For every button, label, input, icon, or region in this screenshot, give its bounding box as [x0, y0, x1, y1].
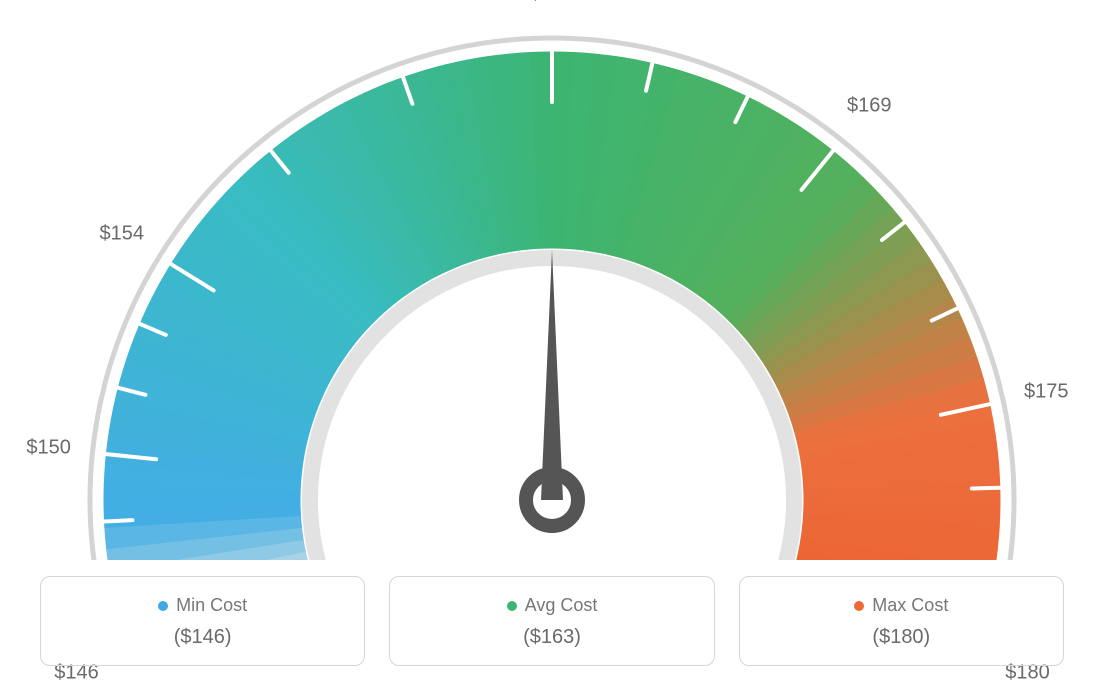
gauge-chart: $146$150$154$163$169$175$180	[0, 0, 1104, 560]
legend-card-max: Max Cost ($180)	[739, 576, 1064, 666]
legend-title-max: Max Cost	[854, 595, 948, 616]
legend-title-avg: Avg Cost	[507, 595, 598, 616]
legend-value-avg: ($163)	[400, 626, 703, 649]
legend-card-min: Min Cost ($146)	[40, 576, 365, 666]
legend-label-avg: Avg Cost	[525, 595, 598, 616]
legend-row: Min Cost ($146) Avg Cost ($163) Max Cost…	[40, 576, 1064, 666]
gauge-svg	[0, 0, 1104, 560]
legend-dot-min	[158, 601, 168, 611]
legend-value-min: ($146)	[51, 626, 354, 649]
legend-label-max: Max Cost	[872, 595, 948, 616]
legend-dot-max	[854, 601, 864, 611]
gauge-tick-label: $163	[530, 0, 575, 6]
gauge-tick-label: $175	[1024, 380, 1069, 403]
gauge-tick-label: $169	[847, 94, 892, 117]
gauge-tick-label: $154	[100, 222, 145, 245]
legend-dot-avg	[507, 601, 517, 611]
legend-label-min: Min Cost	[176, 595, 247, 616]
legend-title-min: Min Cost	[158, 595, 247, 616]
gauge-tick-label: $150	[26, 437, 71, 460]
legend-value-max: ($180)	[750, 626, 1053, 649]
legend-card-avg: Avg Cost ($163)	[389, 576, 714, 666]
